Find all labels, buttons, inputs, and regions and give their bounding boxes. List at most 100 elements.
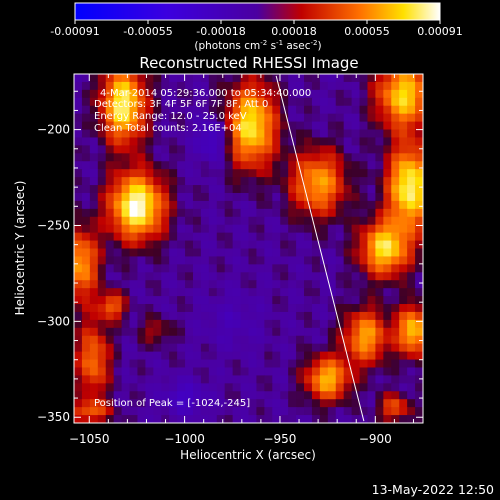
heatmap-cell [208,216,218,226]
heatmap-cell [105,272,115,281]
heatmap-cell [113,383,123,392]
heatmap-cell [296,232,305,242]
heatmap-cell [81,81,91,91]
heatmap-cell [264,319,273,329]
heatmap-cell [137,74,146,83]
heatmap-cell [327,311,337,321]
heatmap-cell [264,129,273,139]
heatmap-cell [200,105,210,115]
heatmap-cell [113,272,123,281]
heatmap-cell [248,407,258,416]
heatmap-cell [232,129,242,139]
heatmap-cell [105,121,115,131]
heatmap-cell [232,240,242,250]
heatmap-cell [256,407,265,416]
heatmap-cell [304,288,313,297]
heatmap-cell [105,200,115,210]
heatmap-cell [327,264,337,273]
heatmap-cell [391,169,400,178]
heatmap-cell [240,81,250,91]
heatmap-cell [311,304,321,313]
heatmap-cell [169,121,178,131]
heatmap-cell [97,113,107,123]
heatmap-cell [391,343,400,353]
y-tick-label: −250 [37,218,70,232]
heatmap-cell [272,208,281,218]
heatmap-cell [232,113,242,123]
heatmap-cell [399,335,408,345]
heatmap-cell [97,216,107,226]
colorbar-units: (photons cm-2 s-1 asec-2) [194,39,321,52]
peak-position: Position of Peak = [-1024,-245] [94,398,250,409]
heatmap-cell [319,375,329,384]
heatmap-cell [359,169,369,178]
heatmap-cell [105,264,115,273]
heatmap-cell [264,208,273,218]
heatmap-cell [113,280,123,289]
heatmap-cell [391,272,400,281]
heatmap-cell [256,113,265,123]
heatmap-cell [208,153,218,162]
heatmap-cell [216,256,226,265]
heatmap-cell [81,288,91,297]
heatmap-cell [224,177,234,186]
heatmap-cell [288,89,297,99]
heatmap-cell [240,185,250,194]
heatmap-cell [311,296,321,305]
heatmap-cell [343,153,353,162]
heatmap-cell [415,208,423,218]
heatmap-cell [153,97,162,107]
heatmap-cell [97,399,107,408]
heatmap-cell [248,232,258,242]
heatmap-cell [192,216,202,226]
heatmap-cell [304,169,313,178]
heatmap-cell [89,399,99,408]
heatmap-cell [319,145,329,154]
heatmap-cell [280,351,289,361]
heatmap-cell [288,105,297,115]
colorbar: -0.00091 -0.00055 -0.00018 0.00018 0.00055 0.… [50,2,463,52]
heatmap-cell [208,288,218,297]
heatmap-cell [81,272,91,281]
heatmap-cell [399,383,408,392]
heatmap-cell [224,407,234,416]
heatmap-cell [351,256,361,265]
heatmap-cell [208,375,218,384]
heatmap-cell [311,335,321,345]
heatmap-cell [192,224,202,234]
heatmap-cell [129,248,139,258]
heatmap-cell [391,105,400,115]
heatmap-cell [200,208,210,218]
heatmap-cell [343,264,353,273]
heatmap-cell [145,145,154,154]
heatmap-cell [415,89,423,99]
heatmap-cell [224,74,234,83]
heatmap-cell [359,296,369,305]
heatmap-cell [153,256,162,265]
heatmap-cell [89,121,99,131]
heatmap-cell [224,81,234,91]
heatmap-cell [137,200,146,210]
heatmap-cell [319,391,329,400]
heatmap-cell [192,192,202,202]
heatmap-cell [208,169,218,178]
heatmap-cell [415,399,423,408]
heatmap-cell [248,89,258,99]
heatmap-cell [74,399,83,408]
heatmap-cell [264,137,273,146]
heatmap-cell [177,288,186,297]
heatmap-cell [367,407,377,416]
heatmap-cell [399,81,408,91]
heatmap-cell [208,311,218,321]
heatmap-cell [375,248,384,258]
heatmap-cell [327,335,337,345]
heatmap-cell [264,216,273,226]
heatmap-cell [383,145,392,154]
heatmap-cell [327,248,337,258]
heatmap-cell [288,415,297,423]
heatmap-cell [335,177,345,186]
heatmap-cell [192,272,202,281]
heatmap-cell [383,113,392,123]
heatmap-cell [224,216,234,226]
heatmap-cell [296,383,305,392]
